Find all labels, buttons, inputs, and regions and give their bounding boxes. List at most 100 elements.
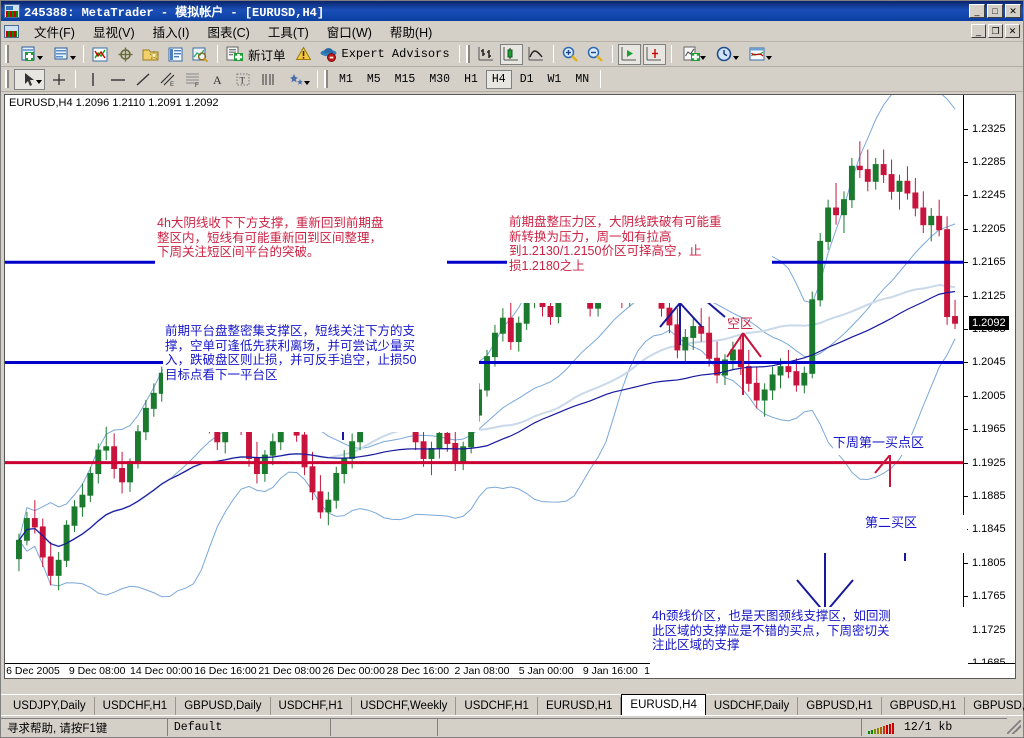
market-watch-button[interactable] <box>89 44 112 65</box>
timeframe-m1[interactable]: M1 <box>339 72 353 86</box>
auto-scroll-button[interactable] <box>617 43 641 65</box>
chart-frame[interactable]: EURUSD,H4 1.2096 1.2110 1.2091 1.2092 4h… <box>4 94 1016 679</box>
chart-toolbar-grip[interactable] <box>465 45 470 63</box>
timeframe-m15[interactable]: M15 <box>394 72 416 86</box>
equidistant-channel-button[interactable]: E <box>156 69 179 90</box>
title-bar: 245388: MetaTrader - 模拟帐户 - [EURUSD,H4] … <box>1 1 1023 21</box>
price-tick-label: 1.1805 <box>972 556 1006 569</box>
menu-tools[interactable]: 工具(T) <box>267 25 309 40</box>
mdi-restore-button[interactable]: ❐ <box>988 24 1003 38</box>
cycle-lines-button[interactable] <box>256 69 279 90</box>
price-tick-label: 1.1965 <box>972 423 1006 436</box>
zoom-in-button[interactable] <box>559 44 582 65</box>
chart-tab-gbpusd-h1-1[interactable]: GBPUSD,H1 <box>798 697 882 715</box>
mdi-minimize-button[interactable]: _ <box>971 24 986 38</box>
price-plot[interactable] <box>5 95 1015 678</box>
chart-tab-eurusd-h4[interactable]: EURUSD,H4 <box>621 694 706 715</box>
menu-bar: 文件(F) 显视(V) 插入(I) 图表(C) 工具(T) 窗口(W) 帮助(H… <box>1 21 1023 42</box>
fibonacci-button[interactable]: F <box>181 69 204 90</box>
menu-view[interactable]: 显视(V) <box>92 25 135 40</box>
price-axis[interactable]: 1.2325 1.2285 1.2245 1.2205 1.2165 1.2125 1.20… <box>963 95 1015 678</box>
menu-file[interactable]: 文件(F) <box>34 25 75 40</box>
periods-grip[interactable] <box>324 70 328 88</box>
candlestick-chart-button[interactable] <box>499 43 523 65</box>
navigator-button[interactable] <box>114 44 137 65</box>
timeframe-w1[interactable]: W1 <box>547 72 562 86</box>
chart-tab-usdjpy-daily[interactable]: USDJPY,Daily <box>5 697 95 715</box>
expert-advisors-icon[interactable] <box>317 44 340 65</box>
main-toolbar: 新订单 Expert Advisors <box>1 42 1023 67</box>
templates-button[interactable] <box>743 44 774 65</box>
strategy-tester-button[interactable] <box>189 44 212 65</box>
close-button[interactable]: ✕ <box>1005 4 1021 18</box>
maximize-button[interactable]: □ <box>987 4 1003 18</box>
bar-chart-button[interactable] <box>475 44 498 65</box>
annotation-red-short-zone: 空区 <box>727 316 754 331</box>
expert-advisors-label[interactable]: Expert Advisors <box>341 47 450 61</box>
mdi-close-button[interactable]: ✕ <box>1005 24 1020 38</box>
minimize-button[interactable]: _ <box>969 4 985 18</box>
zoom-out-button[interactable] <box>584 44 607 65</box>
cursor-button[interactable] <box>14 68 45 90</box>
window-controls: _ □ ✕ <box>969 4 1021 18</box>
crosshair-button[interactable] <box>47 69 70 90</box>
chart-tab-gbpusd-partial[interactable]: GBPUSD, <box>973 700 1024 712</box>
chart-tab-usdchf-h1-2[interactable]: USDCHF,H1 <box>271 697 353 715</box>
timeframe-h4[interactable]: H4 <box>485 69 512 89</box>
horizontal-line-button[interactable] <box>106 69 129 90</box>
chart-tab-eurusd-h1[interactable]: EURUSD,H1 <box>538 697 622 715</box>
resize-grip[interactable] <box>1007 719 1021 734</box>
status-connection[interactable]: 12/1 kb <box>860 718 1008 736</box>
time-tick-label: 5 Jan 00:00 <box>518 665 574 677</box>
price-tick <box>964 395 968 397</box>
annotation-blue-second-buy: 第二买区 <box>865 515 967 553</box>
text-label-button[interactable]: T <box>231 69 254 90</box>
shapes-button[interactable] <box>281 69 312 90</box>
new-order-label[interactable]: 新订单 <box>248 48 286 63</box>
menu-window[interactable]: 窗口(W) <box>326 25 372 40</box>
price-tick-label: 1.2205 <box>972 222 1006 235</box>
timeframe-d1[interactable]: D1 <box>519 72 534 86</box>
price-tick-label: 1.2005 <box>972 389 1006 402</box>
annotation-blue-left: 前期平台盘整密集支撑区，短线关注下方的支 撑，空单可逢低先获利离场，并可尝试少量… <box>163 322 479 432</box>
price-tick <box>964 262 968 264</box>
line-chart-button[interactable] <box>525 44 548 65</box>
timeframe-m5[interactable]: M5 <box>366 72 381 86</box>
menu-charts[interactable]: 图表(C) <box>207 25 250 40</box>
terminal-button[interactable] <box>164 44 187 65</box>
alerts-icon[interactable] <box>292 44 315 65</box>
vertical-line-button[interactable] <box>81 69 104 90</box>
price-tick <box>964 596 968 598</box>
price-tick <box>964 429 968 431</box>
annotation-blue-bottom: 4h颈线价区，也是天图颈线支撑区，如回测 此区域的支撑应是不错的买点，下周密切关… <box>650 607 968 678</box>
new-order-icon[interactable] <box>223 44 246 65</box>
period-selector-button[interactable] <box>710 44 741 65</box>
price-tick <box>964 462 968 464</box>
chart-tab-usdchf-daily[interactable]: USDCHF,Daily <box>706 697 799 715</box>
chart-shift-button[interactable] <box>642 43 666 65</box>
chart-tab-usdchf-weekly[interactable]: USDCHF,Weekly <box>352 697 457 715</box>
favorites-folder-button[interactable] <box>139 44 162 65</box>
timeframe-h1[interactable]: H1 <box>464 72 478 86</box>
trendline-button[interactable] <box>131 69 154 90</box>
profiles-button[interactable] <box>47 44 78 65</box>
chart-tab-gbpusd-daily[interactable]: GBPUSD,Daily <box>176 697 271 715</box>
price-tick-label: 1.1725 <box>972 623 1006 636</box>
toolbar-grip[interactable] <box>5 45 9 63</box>
line-studies-grip[interactable] <box>5 70 9 88</box>
menu-help[interactable]: 帮助(H) <box>389 25 433 40</box>
timeframe-mn[interactable]: MN <box>575 72 590 86</box>
price-tick-label: 1.2245 <box>972 189 1006 202</box>
chart-tab-gbpusd-h1-2[interactable]: GBPUSD,H1 <box>882 697 966 715</box>
svg-text:E: E <box>170 82 174 87</box>
time-tick-label: 14 Dec 00:00 <box>130 665 193 677</box>
chart-tab-usdchf-h1-1[interactable]: USDCHF,H1 <box>95 697 177 715</box>
menu-insert[interactable]: 插入(I) <box>152 25 190 40</box>
text-button[interactable]: A <box>206 69 229 90</box>
chart-tabs: USDJPY,Daily USDCHF,H1 GBPUSD,Daily USDC… <box>1 694 1024 715</box>
indicators-button[interactable] <box>677 44 708 65</box>
chart-tab-usdchf-h1-3[interactable]: USDCHF,H1 <box>456 697 538 715</box>
new-chart-button[interactable] <box>14 44 45 65</box>
time-tick-label: 26 Dec 00:00 <box>322 665 385 677</box>
timeframe-m30[interactable]: M30 <box>429 72 451 86</box>
